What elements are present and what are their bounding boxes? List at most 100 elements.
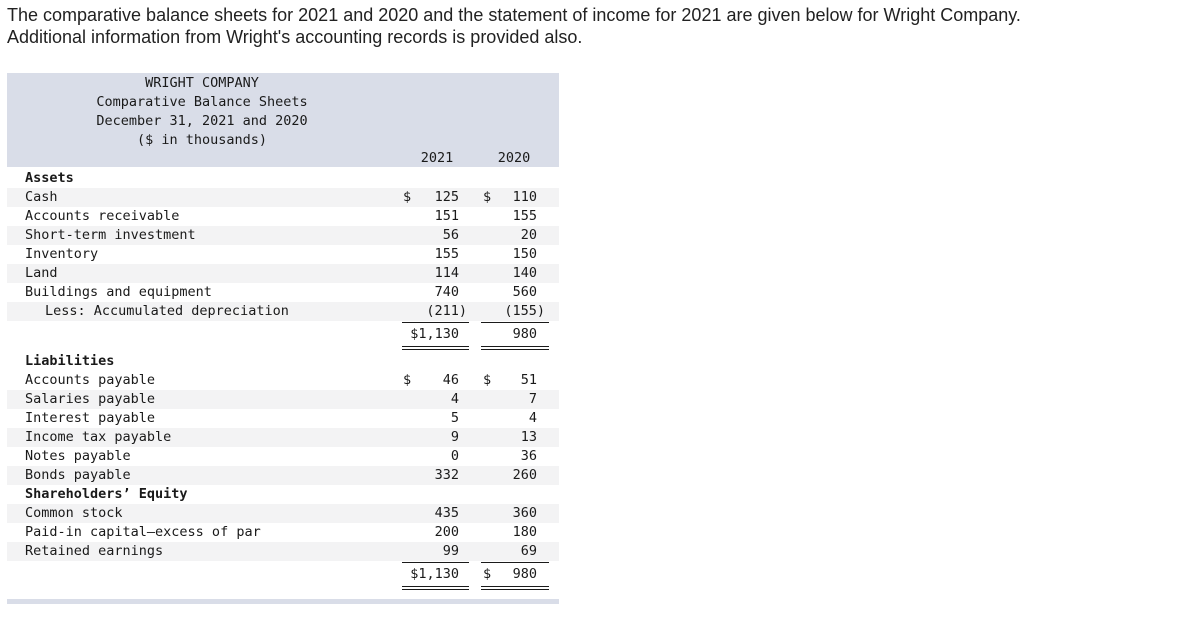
equity-heading-row: Shareholders’ Equity bbox=[7, 485, 559, 504]
row-label: Salaries payable bbox=[25, 391, 156, 407]
assets-heading: Assets bbox=[25, 170, 74, 186]
double-rule-2020 bbox=[481, 346, 549, 347]
intro-line-1: The comparative balance sheets for 2021 … bbox=[7, 5, 1021, 25]
liabilities-heading-row: Liabilities bbox=[7, 352, 559, 371]
column-header-2021: 2021 bbox=[420, 150, 454, 166]
table-row: Income tax payable 9 13 bbox=[7, 428, 559, 447]
value-2021: 151 bbox=[434, 208, 459, 224]
value-2021: 5 bbox=[450, 410, 459, 426]
value-2020: 560 bbox=[512, 284, 537, 300]
row-label: Income tax payable bbox=[25, 429, 172, 445]
value-2021: 0 bbox=[450, 448, 459, 464]
value-2020: 69 bbox=[520, 543, 537, 559]
statement-date: December 31, 2021 and 2020 bbox=[96, 113, 308, 129]
currency-2021: $ bbox=[403, 372, 412, 388]
double-rule-2020 bbox=[481, 349, 549, 350]
intro-line-2: Additional information from Wright's acc… bbox=[7, 27, 583, 47]
subtotal-rule-2020 bbox=[481, 322, 549, 323]
value-2020: 140 bbox=[512, 265, 537, 281]
statement-header: WRIGHT COMPANY Comparative Balance Sheet… bbox=[7, 73, 559, 167]
value-2020: 13 bbox=[520, 429, 537, 445]
assets-total-row: $1,130 980 bbox=[7, 325, 559, 344]
value-2020: 4 bbox=[528, 410, 537, 426]
value-2020: 155 bbox=[512, 208, 537, 224]
row-label: Accounts payable bbox=[25, 372, 156, 388]
company-name: WRIGHT COMPANY bbox=[145, 75, 259, 91]
column-header-2020: 2020 bbox=[497, 150, 531, 166]
value-2020: 150 bbox=[512, 246, 537, 262]
row-label: Bonds payable bbox=[25, 467, 131, 483]
value-2020: 51 bbox=[520, 372, 537, 388]
table-row: Salaries payable 4 7 bbox=[7, 390, 559, 409]
row-label: Retained earnings bbox=[25, 543, 164, 559]
assets-total-2021: $1,130 bbox=[410, 326, 459, 342]
value-2021: 200 bbox=[434, 524, 459, 540]
table-row: Land 114 140 bbox=[7, 264, 559, 283]
table-row: Bonds payable 332 260 bbox=[7, 466, 559, 485]
table-row: Retained earnings 99 69 bbox=[7, 542, 559, 561]
row-label: Land bbox=[25, 265, 58, 281]
subtotal-rule-2020 bbox=[481, 562, 549, 563]
table-row: Cash $ 125 $ 110 bbox=[7, 188, 559, 207]
value-2021: (211) bbox=[426, 303, 467, 319]
statement-title: Comparative Balance Sheets bbox=[96, 94, 308, 110]
table-row: Paid-in capital–excess of par 200 180 bbox=[7, 523, 559, 542]
liabilities-heading: Liabilities bbox=[25, 353, 115, 369]
double-rule-2021 bbox=[402, 589, 469, 590]
row-label: Short-term investment bbox=[25, 227, 196, 243]
liab-equity-total-2020: 980 bbox=[512, 566, 537, 582]
table-row: Short-term investment 56 20 bbox=[7, 226, 559, 245]
value-2020: 360 bbox=[512, 505, 537, 521]
table-row: Accounts payable $ 46 $ 51 bbox=[7, 371, 559, 390]
table-row: Less: Accumulated depreciation (211) (15… bbox=[7, 302, 559, 321]
value-2020: 7 bbox=[528, 391, 537, 407]
row-label: Cash bbox=[25, 189, 58, 205]
double-rule-2021 bbox=[402, 349, 469, 350]
value-2021: 435 bbox=[434, 505, 459, 521]
value-2021: 740 bbox=[434, 284, 459, 300]
currency-2020: $ bbox=[483, 566, 492, 582]
table-row: Common stock 435 360 bbox=[7, 504, 559, 523]
subtotal-rule-2021 bbox=[402, 562, 469, 563]
liabilities-equity-total-row: $1,130 $ 980 bbox=[7, 565, 559, 584]
value-2021: 125 bbox=[434, 189, 459, 205]
double-rule-2020 bbox=[481, 589, 549, 590]
row-label: Accounts receivable bbox=[25, 208, 180, 224]
value-2021: 9 bbox=[450, 429, 459, 445]
currency-2021: $ bbox=[403, 189, 412, 205]
statement-units: ($ in thousands) bbox=[136, 132, 268, 148]
table-row: Inventory 155 150 bbox=[7, 245, 559, 264]
double-rule-2021 bbox=[402, 346, 469, 347]
assets-heading-row: Assets bbox=[7, 169, 559, 188]
value-2020: 20 bbox=[520, 227, 537, 243]
table-row: Accounts receivable 151 155 bbox=[7, 207, 559, 226]
subtotal-rule-2021 bbox=[402, 322, 469, 323]
value-2021: 4 bbox=[450, 391, 459, 407]
currency-2020: $ bbox=[483, 372, 492, 388]
equity-heading: Shareholders’ Equity bbox=[25, 486, 188, 502]
row-label: Inventory bbox=[25, 246, 99, 262]
value-2020: (155) bbox=[504, 303, 545, 319]
value-2021: 56 bbox=[442, 227, 459, 243]
table-row: Interest payable 5 4 bbox=[7, 409, 559, 428]
value-2020: 180 bbox=[512, 524, 537, 540]
table-row: Notes payable 0 36 bbox=[7, 447, 559, 466]
value-2021: 332 bbox=[434, 467, 459, 483]
balance-sheet: WRIGHT COMPANY Comparative Balance Sheet… bbox=[7, 73, 559, 604]
double-rule-2020 bbox=[481, 586, 549, 587]
value-2021: 46 bbox=[442, 372, 459, 388]
row-label: Common stock bbox=[25, 505, 123, 521]
currency-2020: $ bbox=[483, 189, 492, 205]
double-rule-2021 bbox=[402, 586, 469, 587]
row-label: Interest payable bbox=[25, 410, 156, 426]
value-2020: 260 bbox=[512, 467, 537, 483]
row-label: Paid-in capital–excess of par bbox=[25, 524, 261, 540]
row-label: Less: Accumulated depreciation bbox=[45, 303, 289, 319]
statement-footer-bar bbox=[7, 599, 559, 604]
value-2021: 155 bbox=[434, 246, 459, 262]
value-2020: 36 bbox=[520, 448, 537, 464]
table-row: Buildings and equipment 740 560 bbox=[7, 283, 559, 302]
liab-equity-total-2021: $1,130 bbox=[410, 566, 459, 582]
assets-total-2020: 980 bbox=[512, 326, 537, 342]
row-label: Buildings and equipment bbox=[25, 284, 212, 300]
